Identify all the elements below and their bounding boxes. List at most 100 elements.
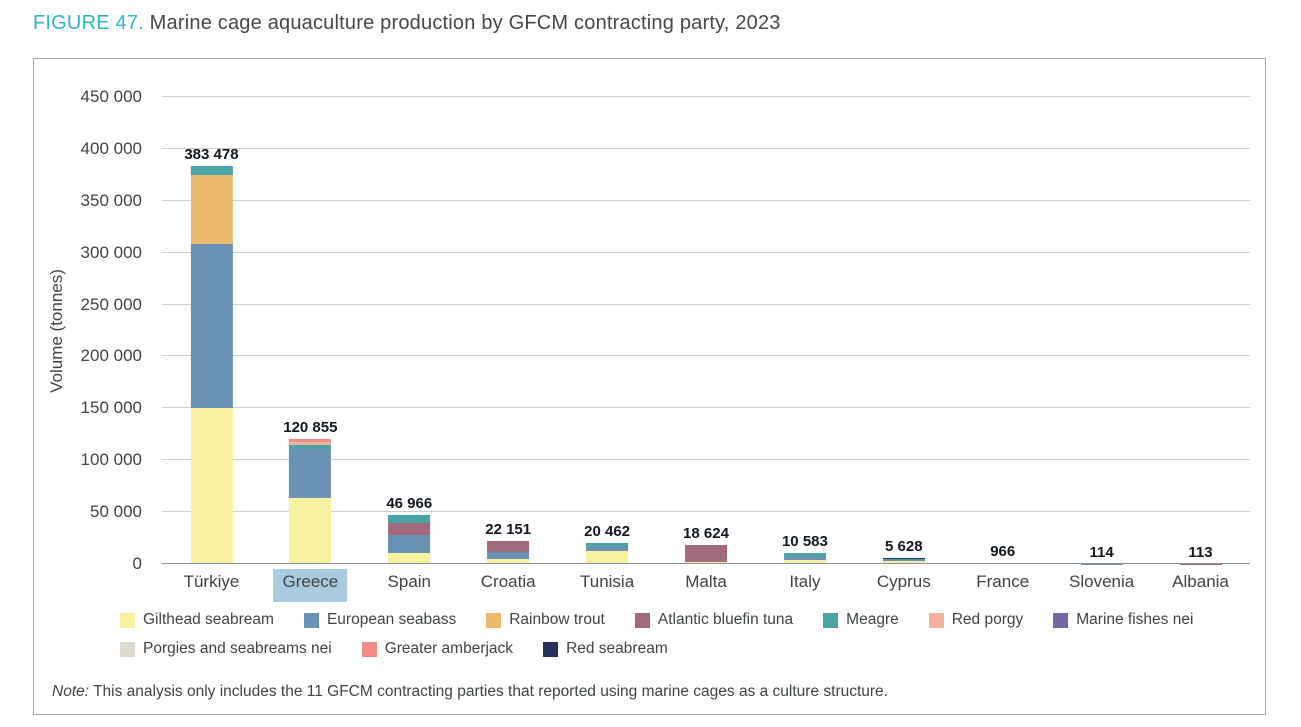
x-axis-label-slovenia: Slovenia bbox=[1069, 572, 1135, 591]
legend-item-european-seabass: European seabass bbox=[303, 611, 457, 629]
legend-item-atlantic-bluefin-tuna: Atlantic bluefin tuna bbox=[634, 611, 794, 629]
legend-swatch bbox=[928, 612, 944, 628]
bar-segment-rainbow-trout bbox=[190, 174, 233, 245]
y-tick-label: 450 000 bbox=[80, 87, 142, 106]
bar-segment-meagre bbox=[388, 515, 431, 523]
x-axis-label-greece: Greece bbox=[273, 569, 348, 602]
legend-swatch bbox=[303, 612, 319, 628]
figure-label: FIGURE 47. bbox=[33, 12, 144, 34]
legend-swatch bbox=[120, 612, 135, 628]
legend-item-red-porgy: Red porgy bbox=[928, 611, 1024, 629]
legend-swatch bbox=[120, 641, 135, 657]
legend-swatch bbox=[634, 612, 650, 628]
bar-greece: 120 855 bbox=[283, 419, 337, 564]
bar-total-label: 383 478 bbox=[184, 146, 239, 164]
bar-segment-european-seabass bbox=[190, 244, 233, 409]
legend-label: European seabass bbox=[326, 611, 457, 628]
bar-total-label: 18 624 bbox=[683, 524, 729, 542]
bar-stack bbox=[487, 541, 530, 564]
x-axis-label-croatia: Croatia bbox=[480, 572, 536, 591]
legend-label: Rainbow trout bbox=[509, 611, 605, 628]
legend-item-rainbow-trout: Rainbow trout bbox=[486, 611, 605, 629]
bar-total-label: 22 151 bbox=[485, 521, 532, 539]
gridline bbox=[162, 407, 1250, 409]
bar-croatia: 22 151 bbox=[485, 521, 531, 564]
bar-segment-meagre bbox=[586, 542, 629, 547]
x-axis-label-spain: Spain bbox=[387, 572, 432, 591]
bar-segment-gilthead-seabream bbox=[586, 550, 629, 564]
bar-albania: 113 bbox=[1179, 543, 1222, 564]
note-text: This analysis only includes the 11 GFCM … bbox=[89, 683, 888, 700]
bar-slovenia: 114 bbox=[1080, 543, 1123, 564]
legend-item-red-seabream: Red seabream bbox=[543, 640, 668, 658]
bar-segment-european-seabass bbox=[289, 448, 332, 498]
bar-total-label: 46 966 bbox=[386, 495, 433, 513]
gridline bbox=[162, 251, 1250, 253]
bar-segment-gilthead-seabream bbox=[487, 558, 530, 564]
bar-segment-meagre bbox=[882, 558, 925, 560]
bar-total-label: 10 583 bbox=[781, 533, 828, 551]
bar-segment-european-seabass bbox=[882, 559, 925, 561]
gridline bbox=[162, 147, 1250, 149]
bar-segment-red-porgy bbox=[289, 441, 332, 445]
y-tick-label: 400 000 bbox=[80, 138, 142, 158]
legend-swatch bbox=[1053, 612, 1069, 628]
y-tick-label: 200 000 bbox=[80, 346, 142, 366]
bar-total-label: 114 bbox=[1089, 543, 1114, 561]
note-prefix: Note: bbox=[52, 683, 90, 700]
y-tick-label: 100 000 bbox=[80, 450, 142, 470]
bar-spain: 46 966 bbox=[386, 495, 432, 564]
bar-stack bbox=[388, 515, 431, 564]
note: Note: This analysis only includes the 11… bbox=[52, 683, 888, 701]
bar-stack bbox=[684, 544, 727, 564]
gridline bbox=[162, 303, 1250, 305]
bar-segment-gilthead-seabream bbox=[289, 497, 332, 564]
x-axis-label-italy: Italy bbox=[789, 572, 821, 591]
bar-total-label: 113 bbox=[1188, 543, 1213, 561]
legend: Gilthead seabream European seabass Rainbow… bbox=[120, 611, 1250, 658]
bar-segment-atlantic-bluefin-tuna bbox=[388, 522, 431, 535]
bar-italy: 10 583 bbox=[782, 533, 828, 564]
legend-label: Porgies and seabreams nei bbox=[143, 640, 332, 657]
bar-france: 966 bbox=[981, 543, 1024, 564]
x-axis-label-france: France bbox=[976, 572, 1030, 591]
bar-segment-gilthead-seabream bbox=[190, 408, 233, 564]
legend-label: Atlantic bluefin tuna bbox=[657, 611, 794, 628]
bar-cyprus: 5 628 bbox=[882, 538, 925, 564]
y-tick-label: 350 000 bbox=[80, 190, 142, 210]
legend-label: Red porgy bbox=[951, 611, 1024, 628]
bar-segment-meagre bbox=[190, 166, 233, 175]
y-tick-label: 0 bbox=[132, 554, 142, 573]
gridline bbox=[162, 96, 1250, 97]
bar-segment-atlantic-bluefin-tuna bbox=[487, 541, 530, 552]
legend-label: Greater amberjack bbox=[384, 640, 514, 657]
gridline bbox=[162, 511, 1250, 513]
gridline bbox=[162, 199, 1250, 201]
legend-swatch bbox=[543, 641, 559, 657]
legend-swatch bbox=[486, 612, 502, 628]
bar-segment-european-seabass bbox=[783, 556, 826, 560]
legend-label: Marine fishes nei bbox=[1076, 611, 1194, 628]
bar-segment-meagre bbox=[289, 444, 332, 449]
bar-segment-european-seabass bbox=[586, 546, 629, 551]
legend-label: Red seabream bbox=[566, 640, 668, 657]
bar-segment-gilthead-seabream bbox=[783, 559, 826, 564]
x-axis-labels: Türkiye Greece Spain Croatia Tunisia Malta Ita… bbox=[162, 569, 1250, 605]
chart-container: Volume (tonnes) 0 50 000 100 000 150 000 200… bbox=[33, 58, 1266, 715]
bar-segment-greater-amberjack bbox=[289, 438, 332, 442]
y-tick-label: 50 000 bbox=[90, 502, 142, 522]
figure-caption: Marine cage aquaculture production by GF… bbox=[143, 12, 781, 34]
bar-tunisia: 20 462 bbox=[584, 523, 630, 564]
x-axis-line bbox=[162, 563, 1250, 564]
legend-swatch bbox=[823, 612, 839, 628]
legend-item-meagre: Meagre bbox=[823, 611, 899, 629]
x-axis-label-tunisia: Tunisia bbox=[579, 572, 635, 591]
gridline bbox=[162, 459, 1250, 461]
legend-item-marine-fishes-nei: Marine fishes nei bbox=[1053, 611, 1193, 629]
bar-stack bbox=[882, 558, 925, 564]
bar-stack bbox=[190, 166, 233, 564]
bar-segment-european-seabass bbox=[487, 551, 530, 559]
bar-segment-gilthead-seabream bbox=[882, 560, 925, 564]
bar-total-label: 5 628 bbox=[885, 538, 923, 556]
bar-total-label: 966 bbox=[990, 543, 1016, 560]
